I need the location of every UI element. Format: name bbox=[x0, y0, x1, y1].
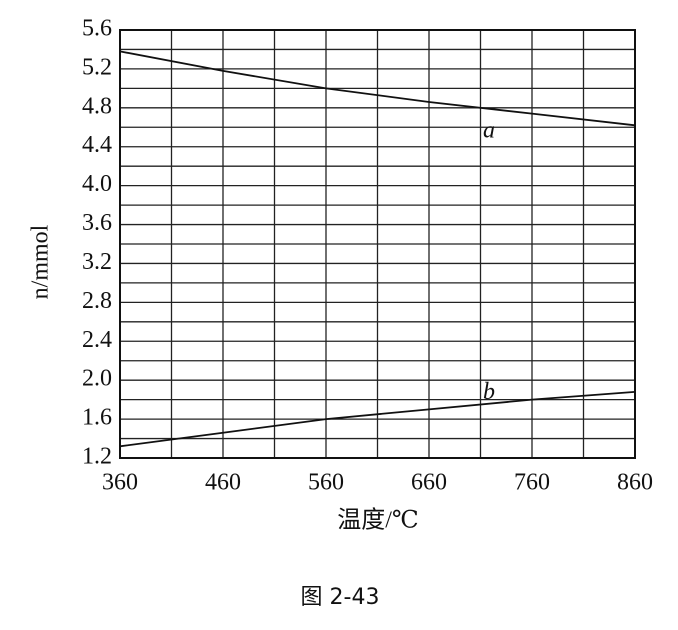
line-label: b bbox=[483, 379, 495, 405]
plot-frame bbox=[119, 29, 636, 459]
x-tick-label: 460 bbox=[205, 470, 241, 496]
x-tick-label: 360 bbox=[102, 470, 138, 496]
y-tick-label: 4.8 bbox=[82, 93, 112, 119]
y-tick-label: 5.6 bbox=[82, 16, 112, 42]
y-axis-label: n/mmol bbox=[28, 224, 54, 299]
y-tick-label: 1.6 bbox=[82, 405, 112, 431]
x-tick-label: 560 bbox=[308, 470, 344, 496]
data-line bbox=[119, 390, 636, 448]
line-label: a bbox=[483, 117, 495, 143]
y-tick-label: 5.2 bbox=[82, 54, 112, 80]
x-axis-label: 温度/℃ bbox=[337, 507, 419, 534]
x-tick-label: 660 bbox=[411, 470, 447, 496]
y-tick-label: 4.0 bbox=[82, 171, 112, 197]
y-tick-label: 2.8 bbox=[82, 288, 112, 314]
y-tick-label: 2.4 bbox=[82, 327, 112, 353]
y-tick-label: 1.2 bbox=[82, 444, 112, 470]
y-tick-label: 3.6 bbox=[82, 210, 112, 236]
data-line bbox=[119, 50, 636, 127]
y-tick-label: 3.2 bbox=[82, 249, 112, 275]
y-tick-label: 2.0 bbox=[82, 366, 112, 392]
figure-caption: 图 2-43 bbox=[301, 585, 380, 610]
x-tick-label: 860 bbox=[617, 470, 653, 496]
y-tick-label: 4.4 bbox=[82, 132, 112, 158]
x-tick-label: 760 bbox=[514, 470, 550, 496]
